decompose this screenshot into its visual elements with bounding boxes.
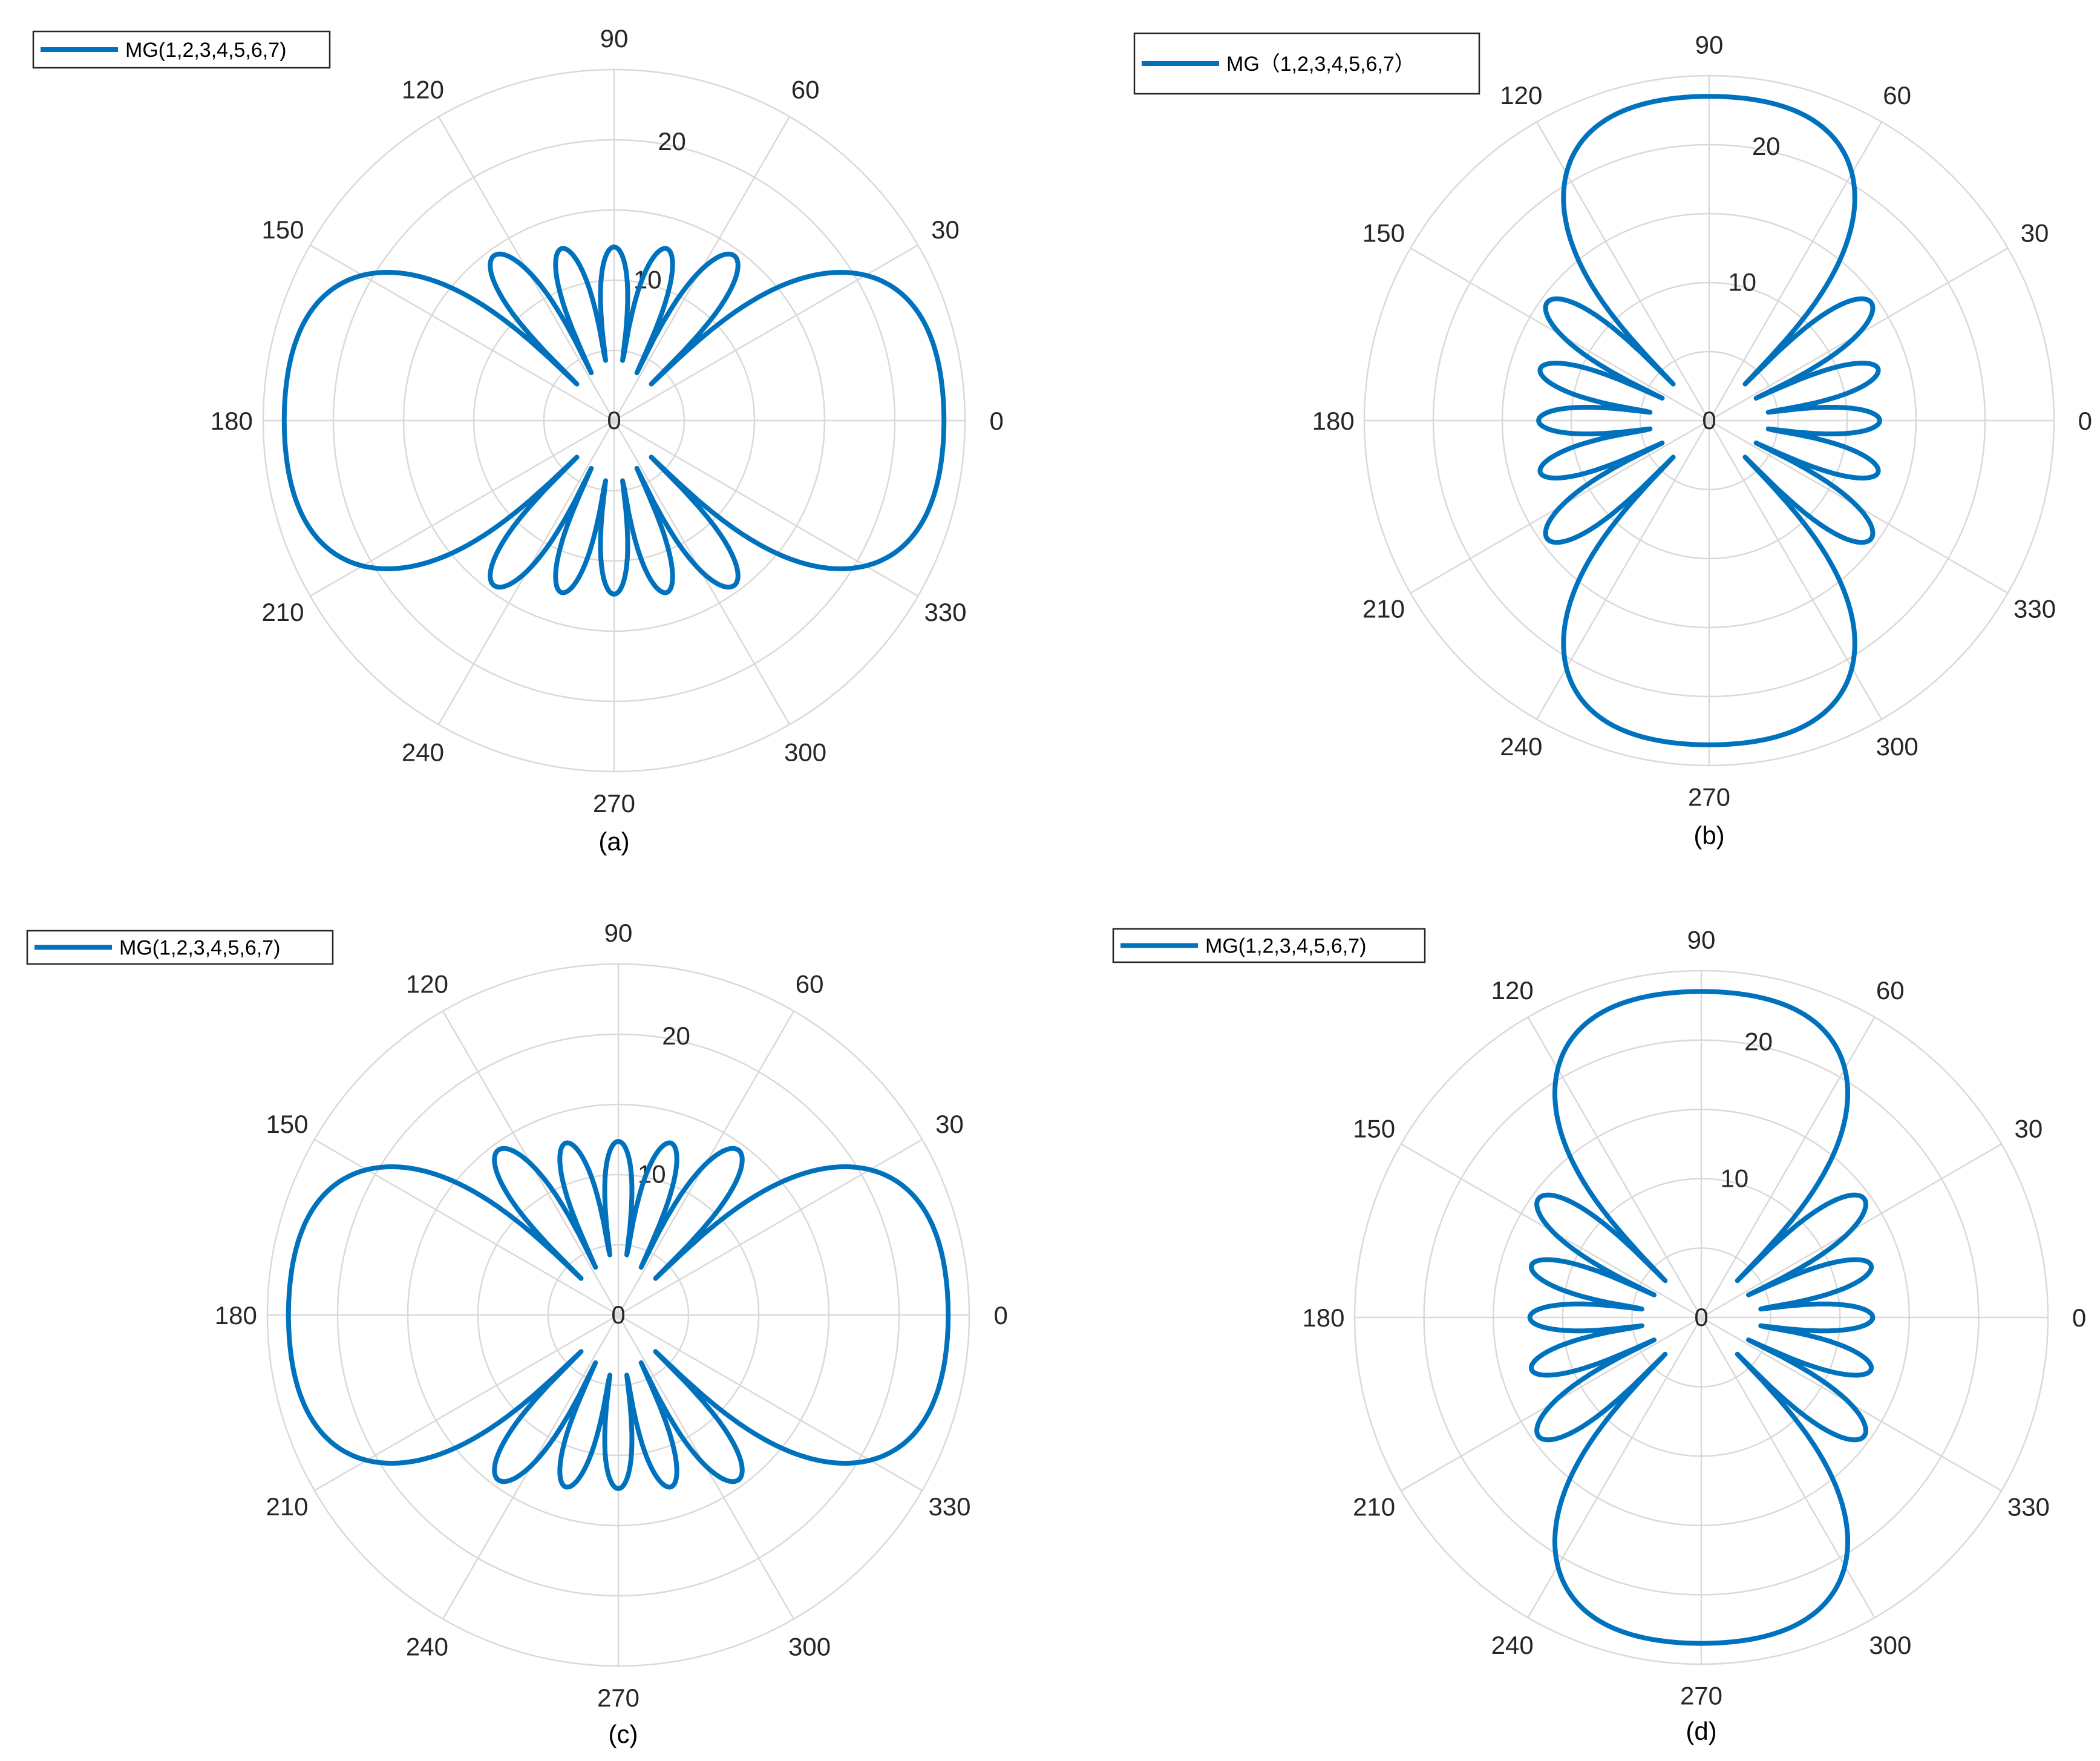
legend: MG(1,2,3,4,5,6,7) [26, 930, 334, 965]
theta-tick-label: 300 [788, 1633, 831, 1661]
theta-tick-label: 120 [402, 75, 444, 103]
theta-tick-label: 270 [597, 1684, 639, 1712]
legend-label: MG(1,2,3,4,5,6,7) [119, 937, 280, 960]
theta-tick-label: 330 [2013, 595, 2056, 623]
spoke-150 [1410, 247, 2009, 594]
polar-panel-c: 030609012015018021024027030033010200MG(1… [26, 919, 1008, 1748]
r-tick-label: 20 [1752, 132, 1781, 160]
series-line [286, 1139, 951, 1491]
theta-tick-label: 210 [1353, 1492, 1395, 1521]
theta-tick-label: 150 [1353, 1115, 1395, 1143]
r-tick-label: 10 [1720, 1164, 1748, 1192]
theta-tick-label: 180 [1302, 1304, 1344, 1332]
theta-tick-label: 0 [2078, 407, 2092, 435]
theta-tick-label: 0 [2072, 1304, 2086, 1332]
theta-tick-label: 210 [266, 1492, 308, 1521]
theta-tick-label: 300 [1876, 732, 1918, 761]
legend: MG（1,2,3,4,5,6,7） [1133, 32, 1480, 95]
polar-panel-b: 0 30 60 90 120 150 180 210 240 270 300 330 10 20 0 MG（1… [1133, 31, 2092, 850]
theta-tick-label: 270 [1688, 782, 1730, 811]
polar-panel-d: 0 30 60 90 120 150 180 210 240 270 300 330 10 20 0 MG(1… [1112, 925, 2086, 1745]
theta-tick-label: 240 [1491, 1631, 1534, 1659]
theta-tick-label: 0 [990, 407, 1004, 435]
r-tick-label: 20 [658, 127, 686, 156]
theta-tick-label: 180 [215, 1301, 257, 1330]
theta-tick-label: 30 [2021, 218, 2049, 247]
theta-tick-label: 90 [1695, 31, 1724, 59]
series-line [281, 244, 947, 597]
panel-caption: (d) [1686, 1717, 1716, 1745]
theta-tick-label: 300 [784, 738, 826, 767]
spoke-150 [314, 1138, 923, 1492]
theta-tick-label: 90 [604, 919, 633, 947]
series-line [1536, 94, 1882, 747]
r-tick-label: 10 [1728, 267, 1756, 296]
origin-tick-label: 0 [607, 406, 621, 435]
panel-caption: (b) [1693, 821, 1724, 850]
origin-tick-label: 0 [611, 1300, 625, 1329]
theta-tick-label: 210 [1362, 595, 1405, 623]
series-line [1527, 989, 1876, 1646]
spoke-150 [310, 244, 918, 597]
r-tick-label: 20 [662, 1022, 690, 1050]
theta-tick-label: 150 [266, 1110, 308, 1138]
theta-tick-label: 210 [261, 598, 304, 626]
theta-tick-label: 150 [1362, 218, 1405, 247]
theta-tick-label: 0 [994, 1301, 1008, 1330]
theta-tick-label: 60 [791, 75, 820, 103]
theta-tick-label: 240 [1500, 732, 1542, 761]
theta-tick-label: 120 [1491, 976, 1534, 1005]
panel-caption: (c) [609, 1720, 638, 1748]
legend-label: MG(1,2,3,4,5,6,7) [1205, 935, 1366, 958]
polar-panel-a: 030609012015018021024027030033010200MG(1… [32, 24, 1004, 856]
theta-tick-label: 180 [211, 407, 253, 435]
origin-tick-label: 0 [1694, 1303, 1708, 1331]
theta-tick-label: 270 [593, 789, 635, 818]
theta-tick-label: 30 [935, 1110, 964, 1138]
theta-tick-label: 90 [1687, 925, 1716, 954]
theta-tick-label: 60 [796, 969, 824, 998]
theta-tick-label: 300 [1869, 1631, 1911, 1659]
theta-tick-label: 240 [402, 738, 444, 767]
theta-tick-label: 30 [931, 215, 960, 244]
theta-tick-label: 240 [406, 1633, 448, 1661]
theta-tick-label: 330 [928, 1492, 970, 1521]
r-tick-label: 20 [1744, 1028, 1773, 1056]
theta-tick-label: 330 [2007, 1492, 2050, 1521]
theta-tick-label: 30 [2015, 1115, 2043, 1143]
origin-tick-label: 0 [1702, 406, 1716, 435]
panel-caption: (a) [598, 827, 629, 856]
theta-tick-label: 60 [1876, 976, 1905, 1005]
legend: MG(1,2,3,4,5,6,7) [32, 30, 331, 69]
theta-tick-label: 150 [261, 215, 304, 244]
theta-tick-label: 90 [600, 24, 629, 53]
legend-label: MG(1,2,3,4,5,6,7) [125, 39, 286, 62]
theta-tick-label: 180 [1312, 407, 1355, 435]
legend-box [32, 30, 331, 69]
spoke-150 [1401, 1143, 2002, 1492]
legend: MG(1,2,3,4,5,6,7) [1112, 928, 1426, 963]
theta-tick-label: 120 [406, 969, 448, 998]
theta-tick-label: 60 [1883, 81, 1911, 110]
theta-tick-label: 270 [1680, 1682, 1722, 1710]
theta-tick-label: 330 [924, 598, 966, 626]
legend-label: MG（1,2,3,4,5,6,7） [1226, 53, 1415, 76]
theta-tick-label: 120 [1500, 81, 1542, 110]
